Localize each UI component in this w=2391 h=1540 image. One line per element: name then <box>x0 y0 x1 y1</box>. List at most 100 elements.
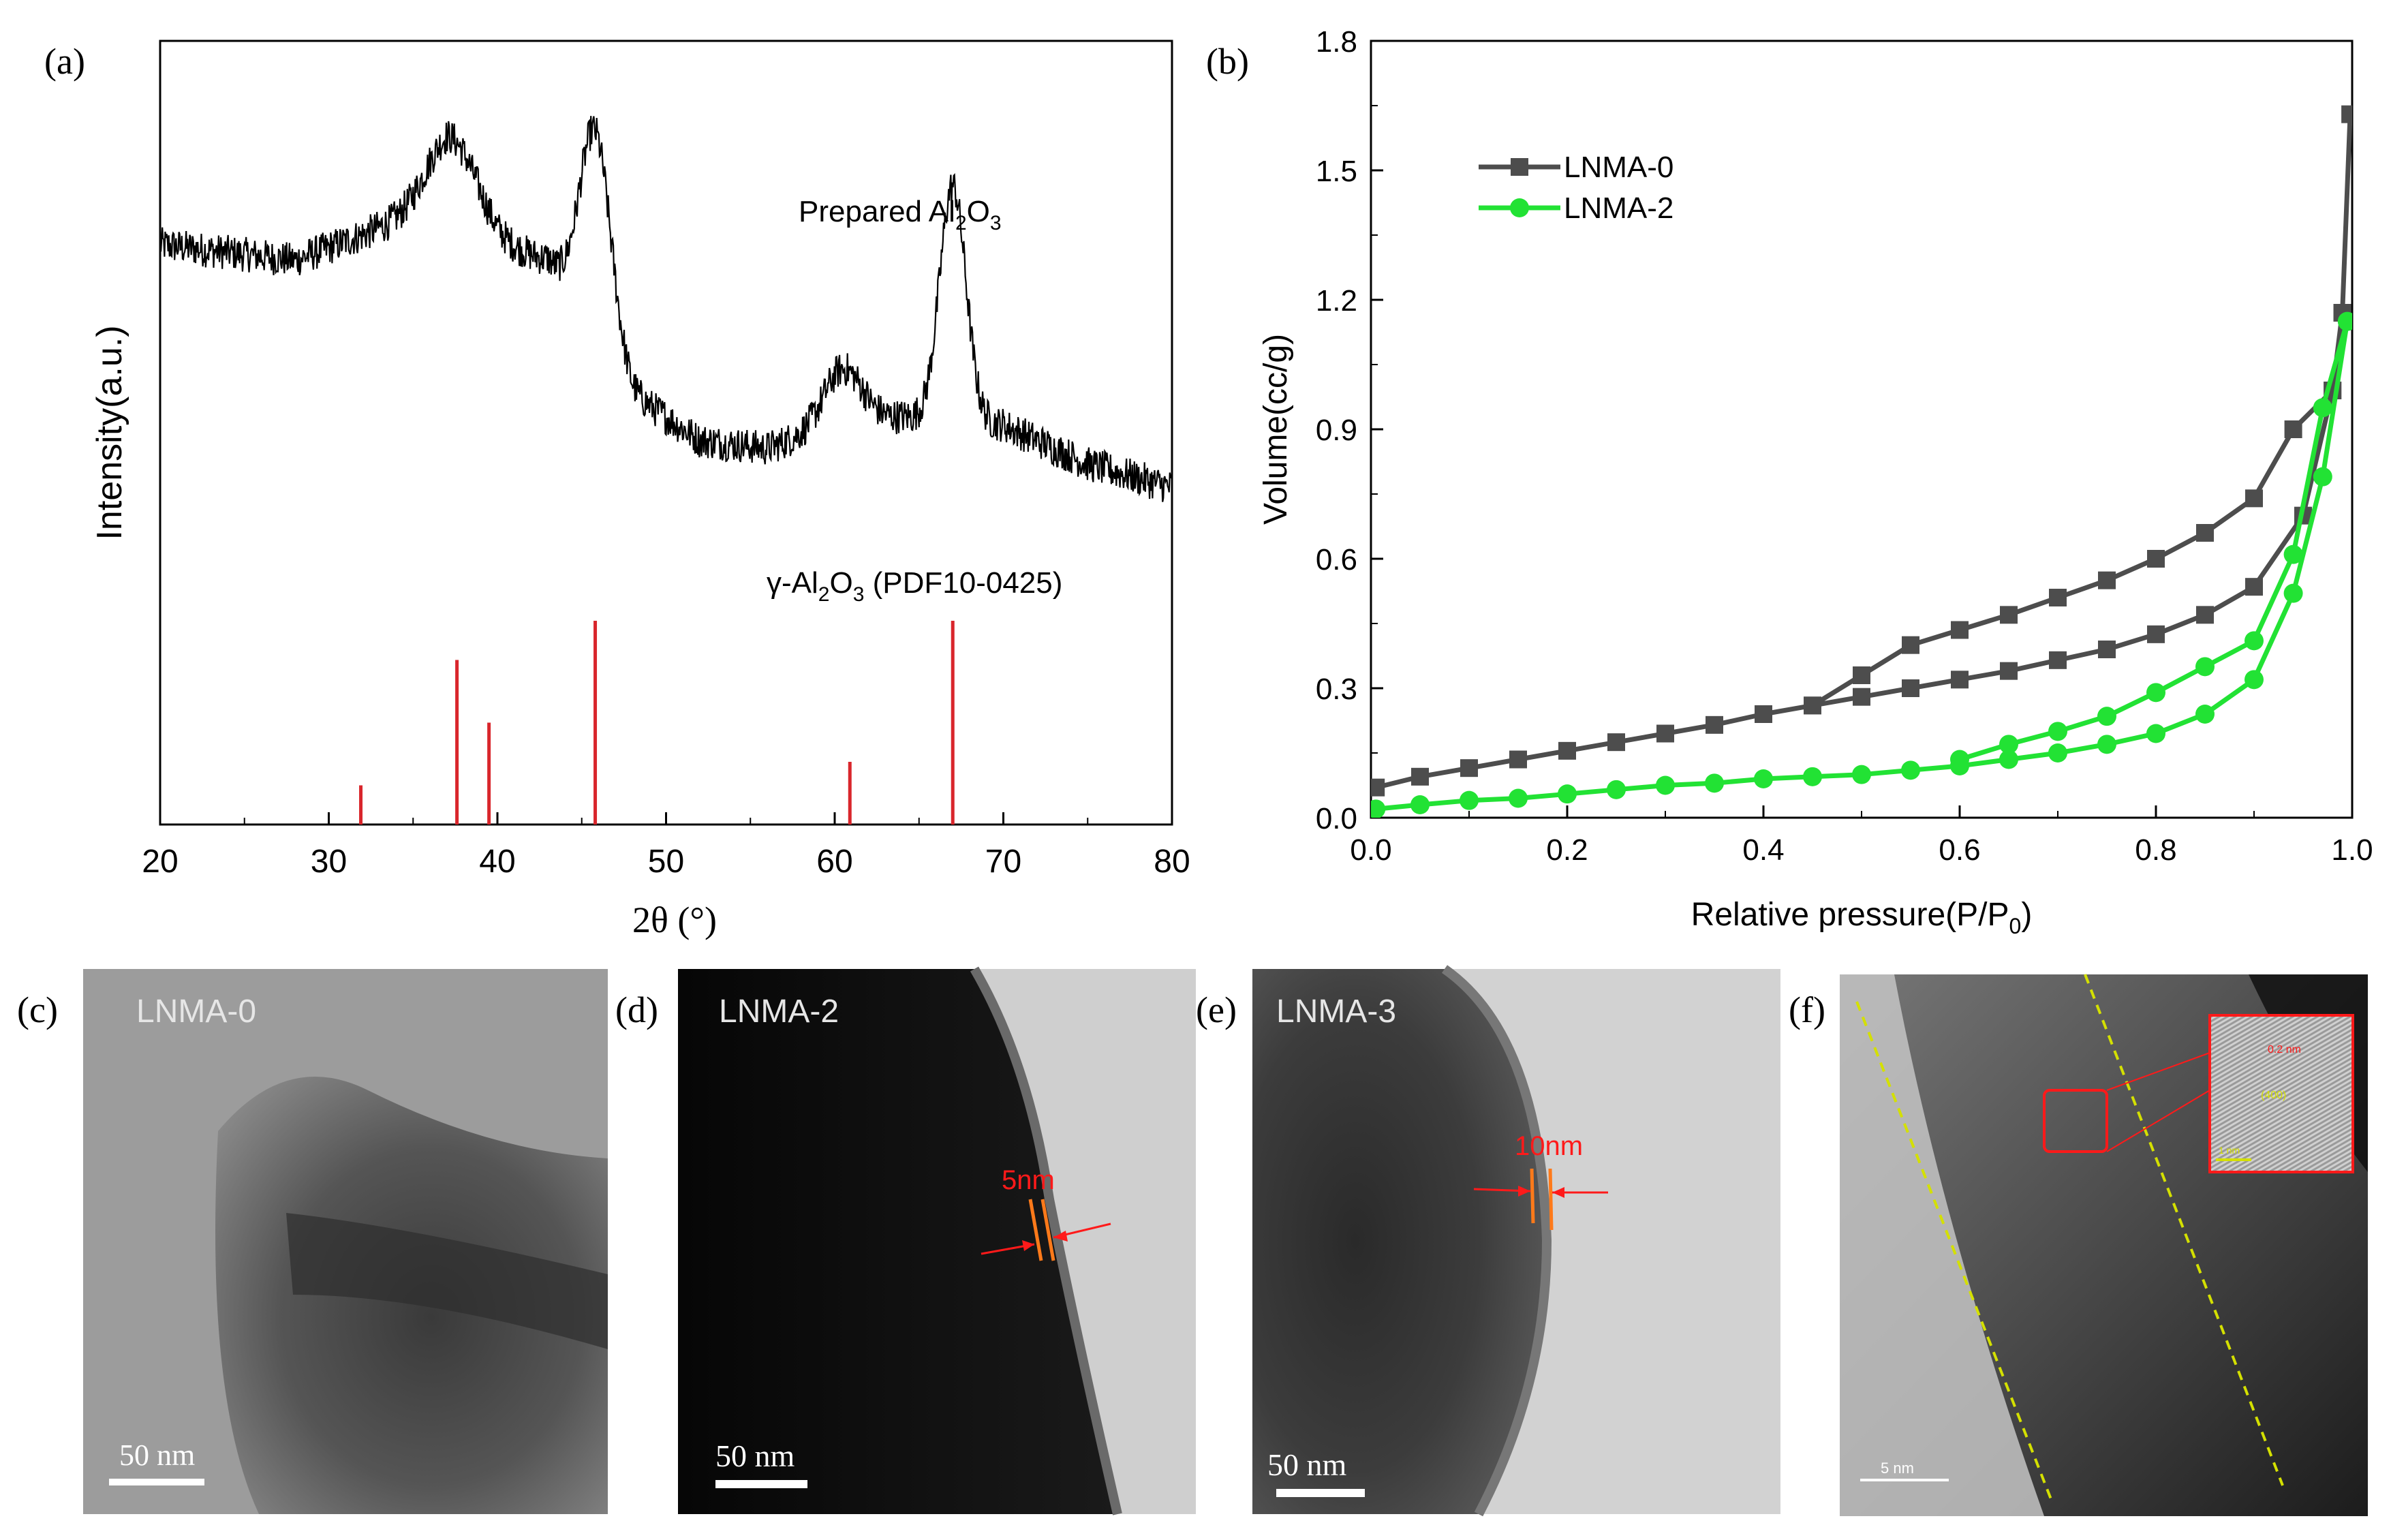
point-lnma-2 <box>2146 683 2165 703</box>
point-lnma-0 <box>1607 733 1625 752</box>
y-tick-label: 1.5 <box>1316 155 1357 188</box>
point-lnma-2 <box>2283 583 2303 603</box>
point-lnma-2 <box>1607 780 1626 799</box>
point-lnma-0 <box>2049 651 2067 669</box>
point-lnma-2 <box>1410 795 1430 814</box>
y-tick-label: 0.6 <box>1316 543 1357 576</box>
point-lnma-0 <box>1902 679 1919 697</box>
scale-bar-f <box>1860 1479 1949 1481</box>
point-lnma-2 <box>2337 311 2352 331</box>
lattice-fringe-inset <box>2208 1014 2354 1173</box>
point-lnma-0 <box>2245 578 2263 596</box>
panel-b-label: (b) <box>1206 41 1249 82</box>
point-lnma-2 <box>1754 769 1773 788</box>
point-lnma-2 <box>1901 760 1920 780</box>
point-lnma-0 <box>1755 705 1772 723</box>
panel-e-label: (e) <box>1196 989 1237 1030</box>
point-lnma-2 <box>1803 767 1822 786</box>
x-tick-label: 0.0 <box>1350 833 1391 867</box>
inset-spacing-label: 0.2 nm <box>2268 1044 2301 1056</box>
point-lnma-0 <box>1656 724 1674 743</box>
reference-sticks-gamma-al2o3 <box>359 621 955 825</box>
point-lnma-0 <box>1509 750 1527 769</box>
point-lnma-0 <box>2245 489 2263 508</box>
panel-b-axis-ticks: 0.0 0.2 0.4 0.6 0.8 1.0 0.0 0.3 0.6 0.9 1.2 1.5 1.8 <box>1316 25 2373 867</box>
point-lnma-2 <box>1371 799 1386 818</box>
point-lnma-2 <box>2283 544 2303 564</box>
panel-f-hrtem-image: (f) 0.2 nm (400) 1 nm 5 nm <box>1789 974 2368 1516</box>
point-lnma-2 <box>2048 743 2067 763</box>
legend-label-lnma-0: LNMA-0 <box>1564 151 1673 184</box>
scale-label-f: 5 nm <box>1881 1460 1914 1477</box>
x-tick-label: 0.6 <box>1939 833 1980 867</box>
inset-plane-label: (400) <box>2261 1090 2286 1101</box>
point-lnma-0 <box>1371 778 1385 797</box>
point-lnma-0 <box>2284 420 2302 438</box>
panel-b-x-axis-label: Relative pressure(P/P0) <box>1691 897 2033 938</box>
point-lnma-2 <box>1950 750 1969 769</box>
y-tick-label: 1.8 <box>1316 25 1357 59</box>
point-lnma-2 <box>1558 784 1577 804</box>
panel-d-label: (d) <box>615 989 658 1030</box>
lattice-boundary-line-left <box>1855 1001 2052 1500</box>
shell-thickness-annotation-d: 5nm <box>1002 1165 1055 1195</box>
sample-label-e: LNMA-3 <box>1276 994 1396 1030</box>
point-lnma-2 <box>2195 657 2215 677</box>
point-lnma-0 <box>1706 715 1723 734</box>
y-tick-label: 1.2 <box>1316 284 1357 318</box>
point-lnma-2 <box>1999 735 2018 754</box>
point-lnma-0 <box>2196 606 2214 624</box>
scale-label-e: 50 nm <box>1267 1447 1347 1482</box>
point-lnma-2 <box>2048 722 2067 741</box>
point-lnma-0 <box>1951 621 1969 639</box>
panel-b-isotherm-chart: (b) 0.0 0.2 0.4 0.6 0.8 1.0 0.0 0.3 0.6 0.9 1.2 1.5… <box>1206 25 2373 938</box>
legend: LNMA-0 LNMA-2 <box>1479 151 1673 225</box>
x-tick-label-60: 60 <box>816 844 852 880</box>
point-lnma-0 <box>1558 741 1576 760</box>
shell-thickness-annotation-e: 10nm <box>1515 1131 1583 1161</box>
panel-e-tem-image: (e) LNMA-3 10nm 50 nm <box>1196 965 1780 1517</box>
point-lnma-2 <box>2146 724 2165 743</box>
x-tick-label-20: 20 <box>142 844 178 880</box>
point-lnma-0 <box>2049 589 2067 606</box>
point-lnma-0 <box>1411 767 1429 786</box>
x-tick-label: 1.0 <box>2331 833 2373 867</box>
point-lnma-2 <box>2097 735 2116 754</box>
panel-a-x-axis-label: 2θ (°) <box>632 899 717 940</box>
x-tick-label-40: 40 <box>479 844 515 880</box>
x-tick-label-80: 80 <box>1154 844 1190 880</box>
scale-label-c: 50 nm <box>119 1438 195 1472</box>
series-line-lnma-2 <box>1375 319 2350 812</box>
panel-a-label: (a) <box>44 41 85 82</box>
point-lnma-2 <box>1460 790 1479 810</box>
x-tick-label: 0.2 <box>1546 833 1588 867</box>
point-lnma-0 <box>1853 688 1870 706</box>
point-lnma-0 <box>2147 550 2165 568</box>
panel-b-series <box>1371 105 2352 818</box>
point-lnma-2 <box>2245 631 2264 651</box>
x-tick-label-70: 70 <box>985 844 1021 880</box>
panel-a-y-axis-label: Intensity(a.u.) <box>90 325 129 540</box>
scale-label-d: 50 nm <box>715 1438 795 1473</box>
scale-bar-c <box>109 1479 204 1485</box>
panel-c-tem-image: (c) LNMA-0 50 nm <box>17 969 608 1514</box>
point-lnma-2 <box>1999 750 2018 769</box>
point-lnma-2 <box>2097 707 2116 726</box>
scale-bar-d <box>715 1480 807 1488</box>
series-label-prepared-al2o3: Prepared Al2O3 <box>799 195 1002 234</box>
scale-bar-e <box>1276 1489 1365 1497</box>
zoom-region-box <box>2043 1089 2108 1153</box>
point-lnma-2 <box>2313 398 2332 418</box>
point-lnma-0 <box>2000 606 2018 624</box>
inset-scale-bar <box>2216 1158 2251 1161</box>
point-lnma-2 <box>1852 765 1871 784</box>
point-lnma-0 <box>2098 571 2116 589</box>
legend-label-lnma-2: LNMA-2 <box>1564 191 1673 225</box>
point-lnma-2 <box>1656 775 1675 795</box>
point-lnma-0 <box>2000 662 2018 680</box>
x-tick-label-30: 30 <box>311 844 347 880</box>
point-lnma-2 <box>2195 705 2215 724</box>
panel-f-label: (f) <box>1789 989 1825 1030</box>
point-lnma-2 <box>1705 773 1724 793</box>
